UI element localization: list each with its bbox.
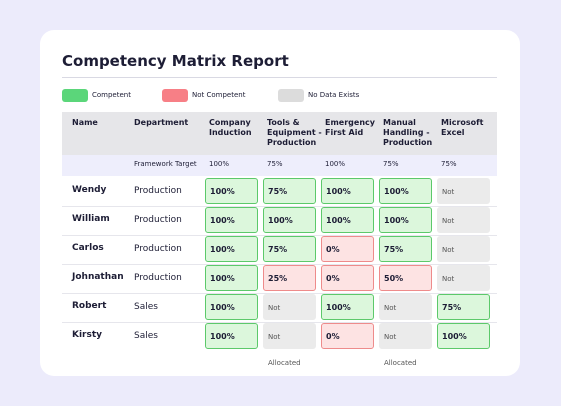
- cell-text: 0%: [326, 332, 340, 341]
- row-divider: [62, 263, 497, 265]
- column-header: Tools & Equipment - Production: [267, 118, 322, 147]
- matrix-cell: 100%: [205, 323, 258, 349]
- matrix-cell: 100%: [437, 323, 490, 349]
- matrix-cell: 100%: [205, 236, 258, 262]
- row-divider: [62, 234, 497, 236]
- matrix-cell: 75%: [437, 294, 490, 320]
- cell-text: 75%: [442, 303, 462, 312]
- cell-text: 100%: [210, 245, 235, 254]
- cell-text: 75%: [268, 245, 288, 254]
- matrix-cell: 100%: [321, 207, 374, 233]
- name: Kirsty: [72, 330, 103, 340]
- matrix-cell: 0%: [321, 323, 374, 349]
- matrix-cell: Not Allocated: [437, 236, 490, 280]
- matrix-cell: 100%: [321, 178, 374, 204]
- matrix-cell: Not Allocated: [437, 178, 490, 222]
- cell-text: 100%: [442, 332, 467, 341]
- row-divider: [62, 321, 497, 323]
- name: William: [72, 214, 110, 224]
- cell-text: 75%: [268, 187, 288, 196]
- cell-text: 100%: [384, 216, 409, 225]
- column-header: Microsoft Excel: [441, 118, 484, 137]
- target-label: Framework Target: [134, 160, 197, 168]
- matrix-cell: Not Allocated: [437, 207, 490, 251]
- department: Production: [134, 273, 182, 283]
- target-band: [62, 155, 497, 176]
- target-value: 75%: [267, 160, 283, 168]
- matrix-cell: 0%: [321, 236, 374, 262]
- column-header: Department: [134, 118, 189, 127]
- cell-text: 0%: [326, 274, 340, 283]
- legend-swatch: [62, 89, 88, 102]
- name: Robert: [72, 301, 107, 311]
- cell-text: 100%: [210, 187, 235, 196]
- cell-text: Not Allocated: [384, 333, 417, 367]
- cell-text: 100%: [268, 216, 293, 225]
- row-divider: [62, 205, 497, 207]
- matrix-cell: 50%: [379, 265, 432, 291]
- cell-text: 50%: [384, 274, 404, 283]
- matrix-cell: 25%: [263, 265, 316, 291]
- name: Wendy: [72, 185, 107, 195]
- matrix-cell: 100%: [263, 207, 316, 233]
- report-title: Competency Matrix Report: [62, 52, 289, 70]
- matrix-cell: 75%: [263, 236, 316, 262]
- matrix-cell: 100%: [379, 178, 432, 204]
- matrix-cell: 0%: [321, 265, 374, 291]
- matrix-cell: 75%: [263, 178, 316, 204]
- target-value: 100%: [209, 160, 230, 168]
- cell-text: 75%: [384, 245, 404, 254]
- header-band: [62, 112, 497, 155]
- column-header: Manual Handling - Production: [383, 118, 433, 147]
- cell-text: 0%: [326, 245, 340, 254]
- cell-text: Not Allocated: [268, 333, 301, 367]
- target-value: 75%: [441, 160, 457, 168]
- column-header: Company Induction: [209, 118, 252, 137]
- legend-label: Not Competent: [192, 91, 246, 99]
- name: Carlos: [72, 243, 104, 253]
- target-value: 100%: [325, 160, 346, 168]
- cell-text: 100%: [326, 303, 351, 312]
- cell-text: 100%: [384, 187, 409, 196]
- matrix-cell: 100%: [205, 178, 258, 204]
- column-header: Emergency First Aid: [325, 118, 375, 137]
- column-header: Name: [72, 118, 98, 127]
- matrix-cell: 100%: [205, 294, 258, 320]
- legend-label: Competent: [92, 91, 131, 99]
- legend-label: No Data Exists: [308, 91, 360, 99]
- department: Sales: [134, 331, 158, 341]
- matrix-cell: 100%: [379, 207, 432, 233]
- department: Production: [134, 244, 182, 254]
- legend-swatch: [162, 89, 188, 102]
- target-value: 75%: [383, 160, 399, 168]
- matrix-cell: 100%: [205, 207, 258, 233]
- matrix-cell: Not Allocated: [379, 323, 432, 367]
- cell-text: 100%: [210, 332, 235, 341]
- row-divider: [62, 292, 497, 294]
- legend-swatch: [278, 89, 304, 102]
- matrix-cell: 100%: [205, 265, 258, 291]
- cell-text: 25%: [268, 274, 288, 283]
- matrix-cell: 75%: [379, 236, 432, 262]
- cell-text: 100%: [210, 303, 235, 312]
- department: Production: [134, 186, 182, 196]
- matrix-cell: Not Allocated: [263, 294, 316, 338]
- cell-text: 100%: [210, 216, 235, 225]
- matrix-cell: 100%: [321, 294, 374, 320]
- divider: [62, 77, 497, 78]
- matrix-cell: Not Allocated: [379, 294, 432, 338]
- matrix-cell: Not Allocated: [437, 265, 490, 309]
- cell-text: 100%: [210, 274, 235, 283]
- department: Sales: [134, 302, 158, 312]
- department: Production: [134, 215, 182, 225]
- matrix-cell: Not Allocated: [263, 323, 316, 367]
- name: Johnathan: [72, 272, 124, 282]
- cell-text: 100%: [326, 187, 351, 196]
- cell-text: 100%: [326, 216, 351, 225]
